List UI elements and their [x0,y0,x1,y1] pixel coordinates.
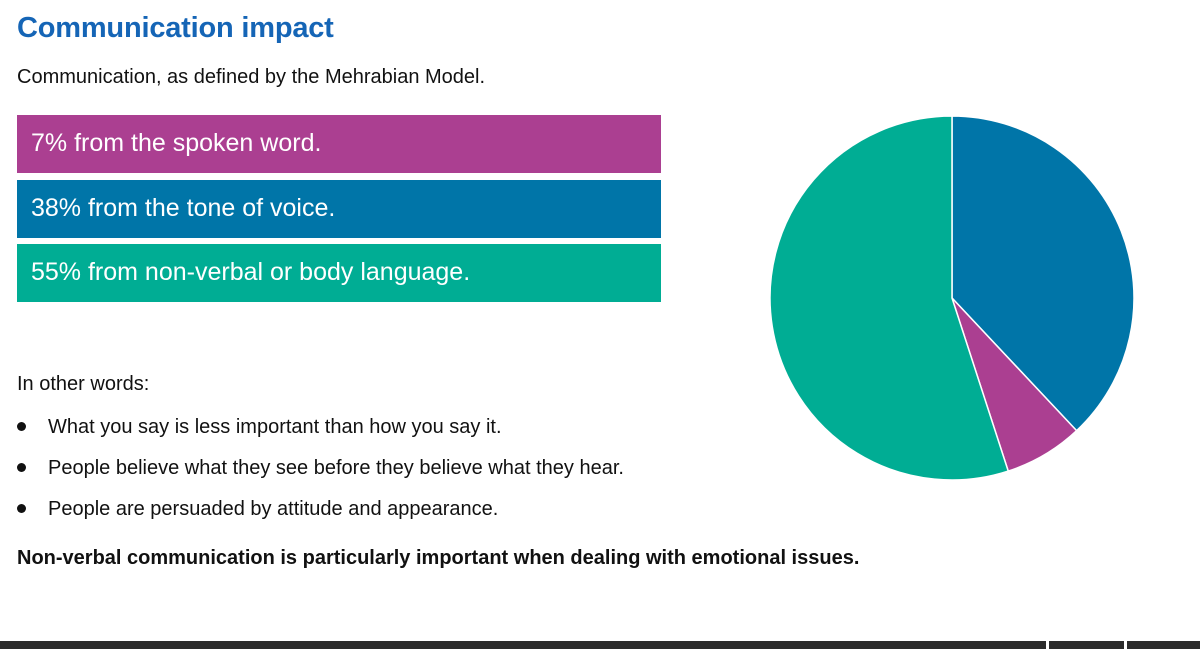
bullet-icon [17,422,26,431]
toolbar-divider [1124,641,1127,649]
stat-label-tone-of-voice: 38% from the tone of voice. [31,193,336,222]
list-item: People believe what they see before they… [17,457,624,498]
stat-bar-body-language: 55% from non-verbal or body language. [17,244,661,302]
bullet-text: What you say is less important than how … [48,416,502,438]
stat-bar-tone-of-voice: 38% from the tone of voice. [17,180,661,238]
stat-label-spoken-word: 7% from the spoken word. [31,128,322,157]
bullet-icon [17,504,26,513]
bottom-toolbar [0,641,1200,649]
bullet-list: What you say is less important than how … [17,416,624,539]
toolbar-divider [1046,641,1049,649]
bullet-icon [17,463,26,472]
pie-slice-body-language [769,115,1010,481]
stat-label-body-language: 55% from non-verbal or body language. [31,257,471,286]
bullet-text: People are persuaded by attitude and app… [48,498,499,520]
list-item: What you say is less important than how … [17,416,624,457]
pie-slice-tone-of-voice [951,115,1135,432]
conclusion-text: Non-verbal communication is particularly… [17,547,860,569]
stat-bar-spoken-word: 7% from the spoken word. [17,115,661,173]
intro-text: In other words: [17,373,150,395]
list-item: People are persuaded by attitude and app… [17,498,624,539]
bullet-text: People believe what they see before they… [48,457,624,479]
page-title: Communication impact [17,12,334,44]
page-subtitle: Communication, as defined by the Mehrabi… [17,66,486,88]
pie-chart [769,115,1135,481]
